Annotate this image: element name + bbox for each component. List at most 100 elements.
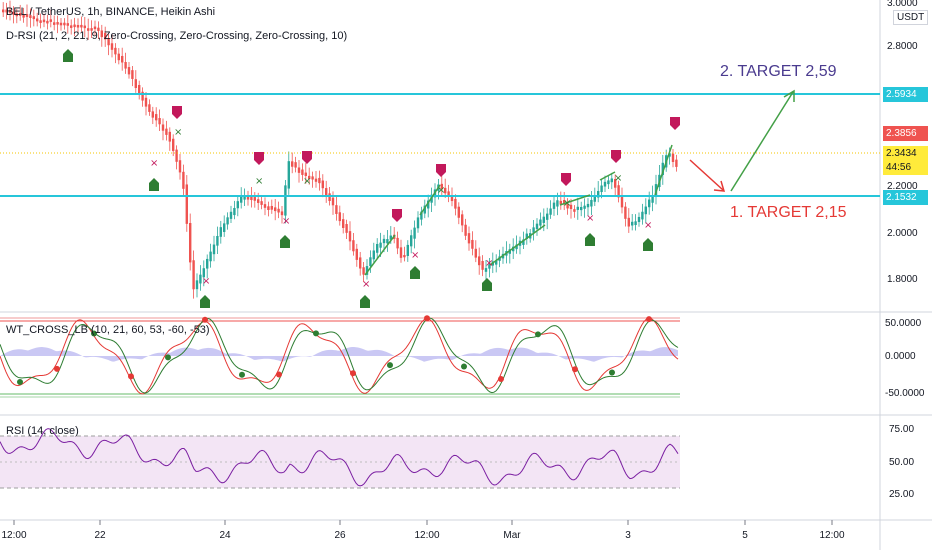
candle-body [291, 161, 294, 167]
buy-signal-icon [149, 178, 159, 191]
candle-body [345, 224, 348, 233]
candle-body [280, 211, 284, 216]
heikin-ashi-candles [2, 0, 678, 299]
candle-body [467, 233, 471, 244]
drsi-legend[interactable]: D-RSI (21, 2, 21, 9, Zero-Crossing, Zero… [6, 30, 348, 42]
time-label: 3 [625, 530, 631, 541]
candle-body [576, 206, 579, 210]
candle-body [182, 171, 185, 189]
rsi-legend[interactable]: RSI (14, close) [6, 425, 79, 437]
candle-body [671, 153, 675, 163]
wt-cross-dot [350, 370, 356, 377]
candle-body [206, 258, 209, 269]
wt-axis-label: 0.0000 [885, 351, 916, 362]
price-tag-current: 2.3434 [883, 146, 928, 161]
cross-marker-icon: × [150, 158, 158, 169]
candle-body [66, 23, 69, 26]
wt-cross-dot [165, 354, 171, 361]
cross-marker-icon: × [174, 127, 182, 138]
candle-body [335, 205, 338, 214]
target-1-annotation[interactable]: 1. TARGET 2,15 [730, 204, 847, 221]
projection-arrow-up-icon[interactable] [730, 89, 795, 192]
buy-signal-icon [63, 49, 73, 62]
candle-body [549, 208, 552, 215]
price-label: 3.0000 [887, 0, 918, 9]
wt-cross-dot [313, 330, 319, 337]
cross-marker-icon: × [282, 216, 290, 227]
target-2-annotation[interactable]: 2. TARGET 2,59 [720, 63, 837, 80]
drsi-divergence-lines [364, 144, 673, 276]
candle-body [144, 97, 148, 107]
candle-body [580, 206, 583, 211]
candle-body [25, 14, 29, 17]
candle-body [386, 239, 389, 244]
candle-body [209, 251, 212, 262]
wt-cross-dot [424, 315, 430, 322]
candle-body [546, 213, 549, 220]
candle-body [131, 70, 134, 79]
time-label: 22 [94, 530, 106, 541]
candle-body [413, 227, 416, 239]
candle-body [236, 201, 239, 209]
candle-body [532, 227, 535, 233]
candle-body [141, 91, 144, 101]
candle-body [250, 196, 253, 201]
sell-signal-icon [392, 209, 402, 222]
candle-body [440, 183, 443, 190]
candle-body [593, 195, 596, 202]
candle-body [5, 9, 8, 13]
sell-signal-icon [561, 173, 571, 186]
candle-body [253, 197, 256, 201]
candle-body [556, 200, 559, 207]
candle-body [614, 179, 617, 188]
wt-legend[interactable]: WT_CROSS_LB (10, 21, 60, 53, -60, -53) [6, 324, 210, 336]
candle-body [8, 9, 12, 13]
candle-body [192, 260, 195, 290]
price-tag-target1: 2.1532 [883, 190, 928, 205]
candle-body [461, 214, 464, 226]
candle-body [267, 206, 270, 211]
candle-body [294, 162, 297, 168]
candle-body [525, 233, 528, 239]
candle-body [246, 195, 250, 200]
divergence-line [364, 234, 396, 276]
wt-cross-dot [498, 376, 504, 383]
candle-body [552, 202, 556, 209]
candle-body [573, 209, 576, 212]
buy-signal-icon [585, 233, 595, 246]
candle-body [376, 243, 379, 253]
buy-signal-icon [410, 266, 420, 279]
candle-body [212, 244, 216, 255]
candle-body [42, 19, 46, 23]
sell-signal-icon [670, 117, 680, 130]
candle-body [444, 187, 447, 194]
wt-cross-dot [128, 373, 134, 380]
candle-body [389, 235, 392, 240]
candle-body [124, 62, 127, 69]
currency-label[interactable]: USDT [893, 10, 929, 25]
candle-body [603, 181, 607, 187]
sell-signal-icon [436, 164, 446, 177]
candle-body [427, 200, 430, 209]
divergence-line [599, 171, 616, 181]
wt-cross-dot [91, 330, 97, 337]
drsi-signal-markers: × × × × × × × × × × × × × × [63, 49, 680, 308]
candle-body [331, 197, 335, 206]
price-tag-high: 2.3856 [883, 126, 928, 141]
candle-body [488, 264, 491, 269]
projection-arrow-down-icon[interactable] [689, 159, 726, 192]
candle-body [226, 217, 229, 225]
candle-body [287, 161, 290, 189]
symbol-legend[interactable]: BEL / TetherUS, 1h, BINANCE, Heikin Ashi [6, 6, 216, 18]
price-label: 2.0000 [887, 228, 918, 239]
time-label: 5 [742, 530, 748, 541]
candle-body [627, 217, 630, 227]
time-label: 12:00 [1, 530, 27, 541]
wt-cross-dot [387, 362, 393, 369]
cross-marker-icon: × [614, 173, 622, 184]
candle-body [454, 198, 457, 209]
candle-body [542, 216, 545, 223]
candle-body [352, 240, 355, 252]
candle-body [49, 19, 52, 22]
